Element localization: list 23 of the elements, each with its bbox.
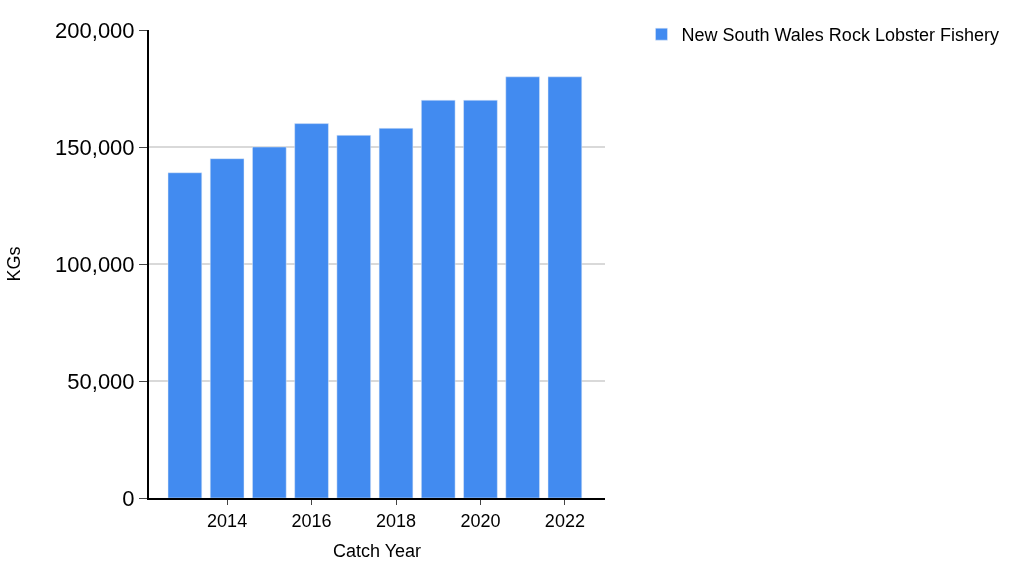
x-tick-label: 2018 (375, 510, 417, 531)
y-tick-label: 150,000 (55, 134, 135, 160)
bar (294, 123, 329, 498)
legend-label: New South Wales Rock Lobster Fishery (681, 25, 999, 46)
bar (463, 99, 498, 498)
bar (378, 128, 414, 498)
bar (421, 99, 456, 498)
x-tick-label: 2022 (544, 510, 585, 531)
x-axis-title: Catch Year (332, 541, 422, 562)
y-axis-title: KGs (3, 246, 24, 282)
bar (505, 76, 540, 498)
bar (336, 135, 371, 498)
bar (209, 158, 245, 498)
y-tick-label: 200,000 (55, 17, 135, 43)
y-tick-label: 100,000 (55, 251, 135, 277)
x-tick-label: 2014 (207, 510, 248, 531)
x-tick-label: 2016 (291, 510, 332, 531)
bar (547, 76, 583, 498)
x-tick-label: 2020 (460, 510, 501, 531)
bar (167, 172, 203, 498)
y-tick-label: 50,000 (67, 368, 135, 394)
y-tick-label: 0 (122, 485, 135, 511)
bar (252, 146, 287, 498)
